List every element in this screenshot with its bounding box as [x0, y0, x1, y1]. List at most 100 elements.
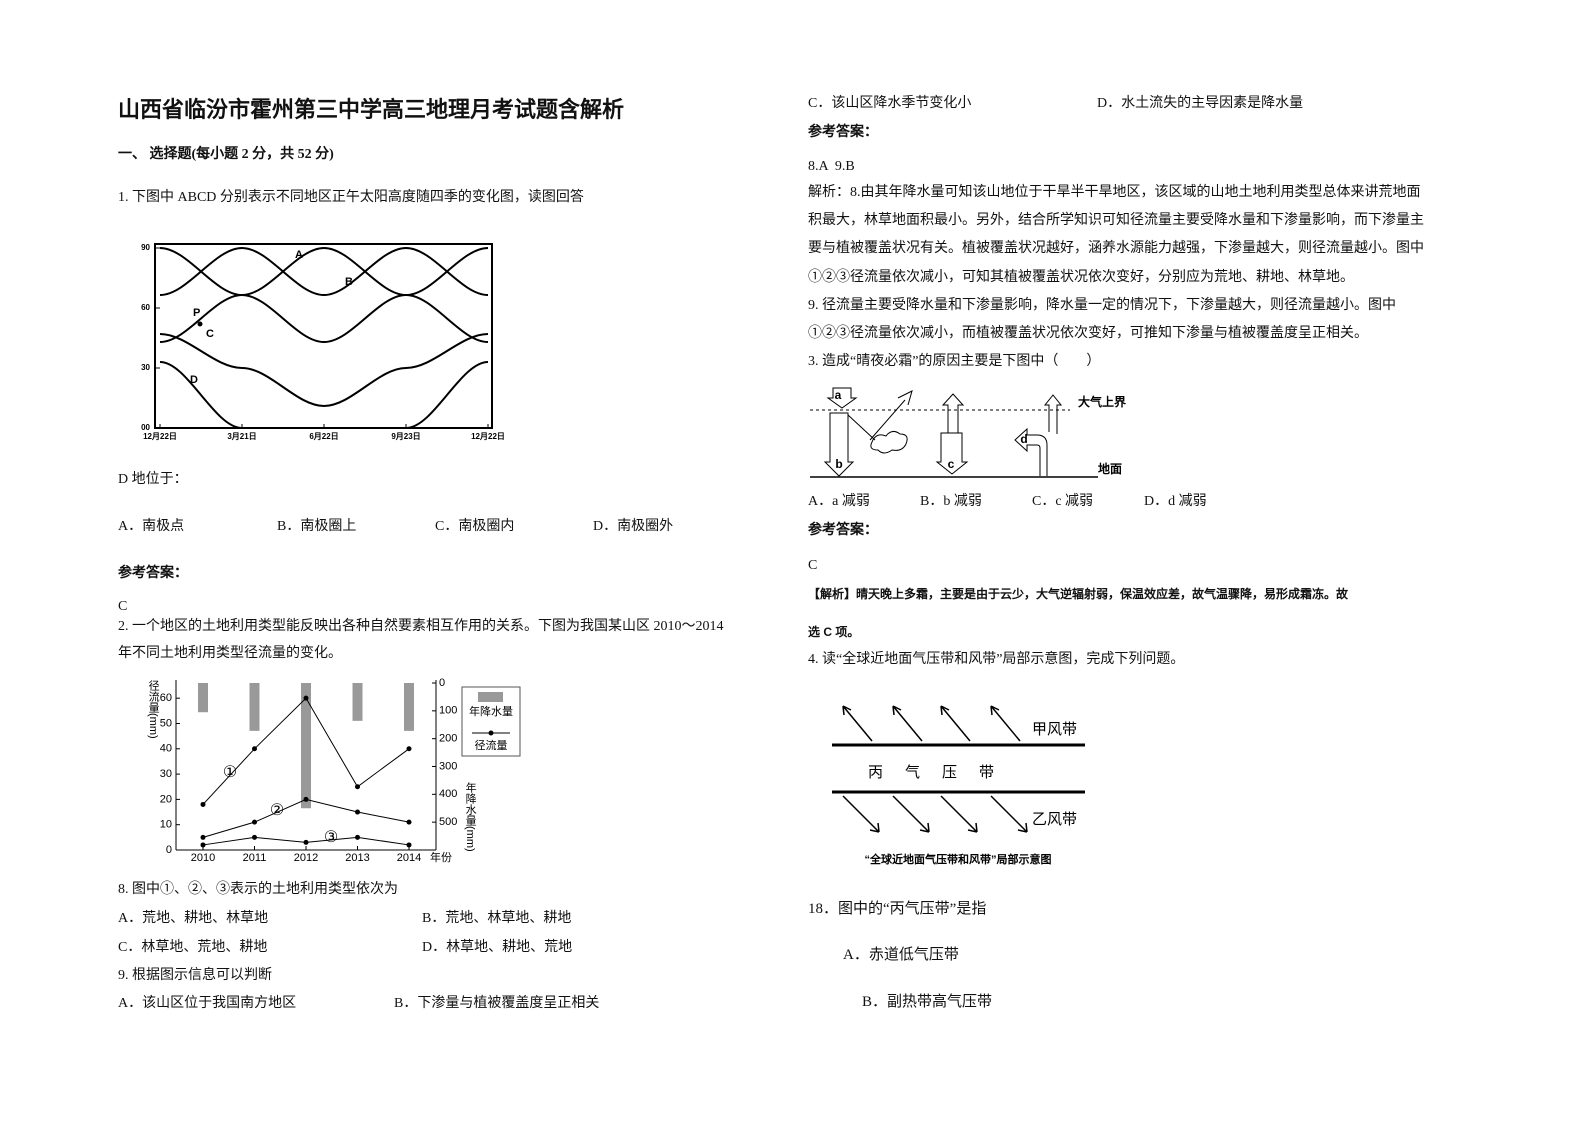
runoff-point [406, 842, 412, 848]
option: A．赤道低气压带 [843, 947, 959, 963]
series-label: ① [223, 764, 237, 781]
wind-arrow [990, 705, 1021, 742]
option: B．荒地、林草地、耕地 [422, 911, 572, 926]
y-tick-label: 0 [166, 844, 172, 856]
answer-label: 参考答案： [808, 523, 878, 538]
question-stem: 年不同土地利用类型径流量的变化。 [118, 646, 342, 661]
y-tick-label: 50 [160, 717, 172, 729]
runoff-point [200, 834, 206, 840]
y-tick-label: 60 [160, 692, 172, 704]
x-tick-label: 2011 [243, 852, 267, 864]
annotation-point [197, 321, 203, 327]
y2-axis-label: 年降水量(mm) [464, 781, 477, 852]
arrow-a [826, 387, 858, 409]
y-tick-label: 30 [160, 768, 172, 780]
figure-4 [832, 705, 1085, 833]
analysis: 要与植被覆盖状况有关。植被覆盖状况越好，涵养水源能力越强，下渗量越大，则径流量越… [808, 241, 1424, 256]
question-stem: 3. 造成“晴夜必霜”的原因主要是下图中（ ） [808, 354, 1101, 369]
x-tick-label: 2010 [191, 852, 215, 864]
option: D．南极圈外 [593, 519, 674, 534]
question: 8. 图中①、②、③表示的土地利用类型依次为 [118, 882, 398, 897]
arrow-b [823, 412, 855, 477]
arrow-d-up [1043, 394, 1063, 434]
arrow-c [935, 432, 969, 475]
fig4-belt: 乙风带 [1032, 811, 1077, 828]
fig4-pressure: 丙气压带 [868, 764, 1016, 781]
question: 18．图中的“丙气压带”是指 [808, 901, 987, 917]
runoff-point [355, 809, 360, 815]
runoff-point [355, 784, 360, 790]
analysis: 积最大，林草地面积最小。另外，结合所学知识可知径流量主要受降水量和下渗量影响，而… [808, 213, 1424, 228]
answer: 8.A 9.B [808, 159, 855, 174]
option: B．b 减弱 [920, 494, 982, 509]
analysis: ①②③径流量依次减小，而植被覆盖状况依次变好，可推知下渗量与植被覆盖度呈正相关。 [808, 326, 1368, 341]
y-tick-label: 30 [141, 363, 150, 372]
annotation: P [193, 307, 200, 319]
fig3-label: d [1020, 432, 1027, 446]
analysis: 9. 径流量主要受降水量和下渗量影响，降水量一定的情况下，下渗量越大，则径流量越… [808, 298, 1396, 313]
y-axis-label: 径流量(mm) [147, 680, 160, 739]
answer-label: 参考答案： [808, 125, 878, 140]
fig3-top-label: 大气上界 [1078, 394, 1126, 409]
option: B．下渗量与植被覆盖度呈正相关 [394, 996, 600, 1011]
legend-box [461, 686, 521, 757]
wind-arrow [892, 705, 923, 742]
analysis: 选 C 项。 [808, 625, 860, 639]
y-tick-label: 40 [160, 743, 172, 755]
section-heading: 一、 选择题(每小题 2 分，共 52 分) [118, 147, 334, 162]
curve-label: C [206, 328, 214, 340]
arrow-up [941, 393, 965, 434]
x-axis-label: 年份 [430, 850, 452, 864]
bar [198, 683, 208, 713]
option: D．水土流失的主导因素是降水量 [1097, 96, 1304, 111]
figure-3 [810, 387, 1098, 478]
analysis: ①②③径流量依次减小，可知其植被覆盖状况依次变好，分别应为荒地、耕地、林草地。 [808, 270, 1354, 285]
x-tick-label: 3月21日 [227, 432, 256, 441]
wind-arrow [842, 795, 880, 833]
option: A．南极点 [118, 519, 185, 534]
y2-tick-label: 300 [439, 760, 457, 772]
wind-arrow [940, 795, 978, 833]
bar [352, 683, 363, 721]
x-tick-label: 2013 [345, 852, 369, 864]
y-tick-label: 00 [141, 423, 150, 432]
runoff-point [355, 834, 360, 840]
runoff-point [303, 695, 309, 701]
fig3-ground-label: 地面 [1098, 461, 1122, 476]
x-tick-label: 9月23日 [391, 432, 420, 441]
option: B．南极圈上 [277, 519, 357, 534]
question-stem: 1. 下图中 ABCD 分别表示不同地区正午太阳高度随四季的变化图，读图回答 [118, 190, 584, 205]
option: C．南极圈内 [435, 519, 515, 534]
runoff-point [200, 801, 206, 807]
y2-tick-label: 0 [439, 677, 445, 689]
fig4-belt: 甲风带 [1032, 721, 1077, 738]
wind-arrow [940, 705, 971, 742]
analysis: 解析：8.由其年降水量可知该山地位于干旱半干旱地区，该区域的山地土地利用类型总体… [808, 185, 1421, 200]
question: D 地位于： [118, 472, 188, 487]
option: C．c 减弱 [1032, 494, 1094, 509]
wind-arrow [842, 705, 873, 742]
legend-label: 年降水量 [469, 704, 513, 718]
runoff-point [252, 746, 257, 752]
x-tick-label: 12月22日 [471, 432, 505, 441]
curve [159, 361, 489, 430]
question: 9. 根据图示信息可以判断 [118, 968, 272, 983]
runoff-point [252, 834, 257, 840]
curve-label: A [295, 249, 303, 261]
arrow-d [1014, 427, 1048, 476]
arrow-reflect [847, 390, 913, 441]
x-tick-label: 2012 [294, 852, 318, 864]
option: C．林草地、荒地、耕地 [118, 940, 268, 955]
curve [159, 333, 489, 408]
fig3-label: a [835, 388, 842, 402]
option: A．a 减弱 [808, 494, 870, 509]
wind-arrow [892, 795, 930, 833]
option: A．荒地、耕地、林草地 [118, 911, 269, 926]
y-tick-label: 90 [141, 243, 150, 252]
wind-arrows-top [842, 705, 1021, 742]
runoff-point [303, 839, 309, 845]
bar [404, 683, 414, 731]
runoff-point [200, 842, 206, 848]
y2-tick-label: 100 [439, 705, 457, 717]
